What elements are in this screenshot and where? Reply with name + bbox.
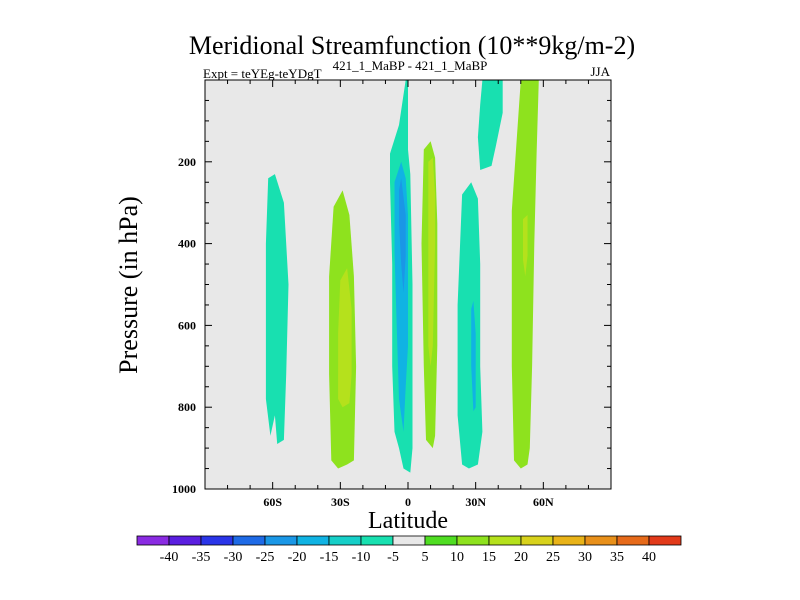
- chart-title: Meridional Streamfunction (10**9kg/m-2): [189, 31, 635, 60]
- colorbar-label: 40: [642, 550, 656, 565]
- colorbar-swatch: [456, 535, 490, 546]
- subtitle-left: Expt = teYEg-teYDgT: [203, 66, 322, 81]
- contour-cell-30n: [457, 182, 483, 469]
- colorbar-label: -30: [224, 550, 243, 565]
- contour-cell-eq-inner: [399, 178, 406, 293]
- x-tick-label: 30S: [331, 495, 350, 509]
- contour-cell-55n-core: [523, 215, 528, 277]
- colorbar-label: 30: [578, 550, 592, 565]
- colorbar-swatch: [136, 535, 170, 546]
- y-tick-label: 200: [178, 155, 196, 169]
- contour-cell-10n-core: [428, 157, 436, 367]
- colorbar-swatch: [232, 535, 266, 546]
- colorbar-label: -35: [192, 550, 211, 565]
- colorbar-swatch: [552, 535, 586, 546]
- x-axis: 60S 30S 0 30N 60N: [204, 80, 612, 509]
- colorbar-swatch: [200, 535, 234, 546]
- contour-cell-60s: [265, 174, 289, 444]
- x-tick-label: 60S: [263, 495, 282, 509]
- colorbar-label: 35: [610, 550, 624, 565]
- x-axis-label: Latitude: [368, 508, 448, 534]
- colorbar-label: 25: [546, 550, 560, 565]
- colorbar-swatch: [328, 535, 362, 546]
- colorbar-swatch: [424, 535, 458, 546]
- colorbar-label: -40: [160, 550, 179, 565]
- colorbar-label: 20: [514, 550, 528, 565]
- y-axis: 200 400 600 800 1000: [172, 79, 611, 496]
- colorbar-swatch: [392, 535, 426, 546]
- colorbar: -40 -35 -30 -25 -20 -15 -10 -5 5 10 15 20 25 30 35 40: [136, 535, 682, 565]
- colorbar-label: -20: [288, 550, 307, 565]
- subtitle-center: 421_1_MaBP - 421_1_MaBP: [333, 58, 488, 73]
- colorbar-label: -25: [256, 550, 275, 565]
- colorbar-label: 10: [450, 550, 464, 565]
- contour-regions: [265, 80, 539, 473]
- colorbar-swatch: [296, 535, 330, 546]
- colorbar-label: 15: [482, 550, 496, 565]
- subtitle-right: JJA: [590, 64, 610, 79]
- colorbar-label: -5: [387, 550, 399, 565]
- colorbar-swatch: [360, 535, 394, 546]
- colorbar-swatch: [264, 535, 298, 546]
- contour-cell-30s-core: [338, 268, 352, 408]
- colorbar-swatch: [488, 535, 522, 546]
- contour-cell-30n-core: [471, 300, 476, 412]
- colorbar-label: 5: [422, 550, 429, 565]
- y-tick-label: 400: [178, 237, 196, 251]
- y-tick-label: 1000: [172, 482, 196, 496]
- colorbar-swatch: [520, 535, 554, 546]
- colorbar-swatch: [584, 535, 618, 546]
- colorbar-swatch: [648, 535, 682, 546]
- colorbar-swatch: [616, 535, 650, 546]
- colorbar-label: -10: [352, 550, 371, 565]
- colorbar-swatch: [168, 535, 202, 546]
- contour-cell-30n-top: [477, 80, 503, 170]
- y-axis-label: Pressure (in hPa): [114, 196, 143, 374]
- x-tick-label: 30N: [465, 495, 486, 509]
- x-tick-label: 0: [405, 495, 411, 509]
- y-tick-label: 800: [178, 400, 196, 414]
- y-tick-label: 600: [178, 318, 196, 332]
- colorbar-label: -15: [320, 550, 339, 565]
- x-tick-label: 60N: [533, 495, 554, 509]
